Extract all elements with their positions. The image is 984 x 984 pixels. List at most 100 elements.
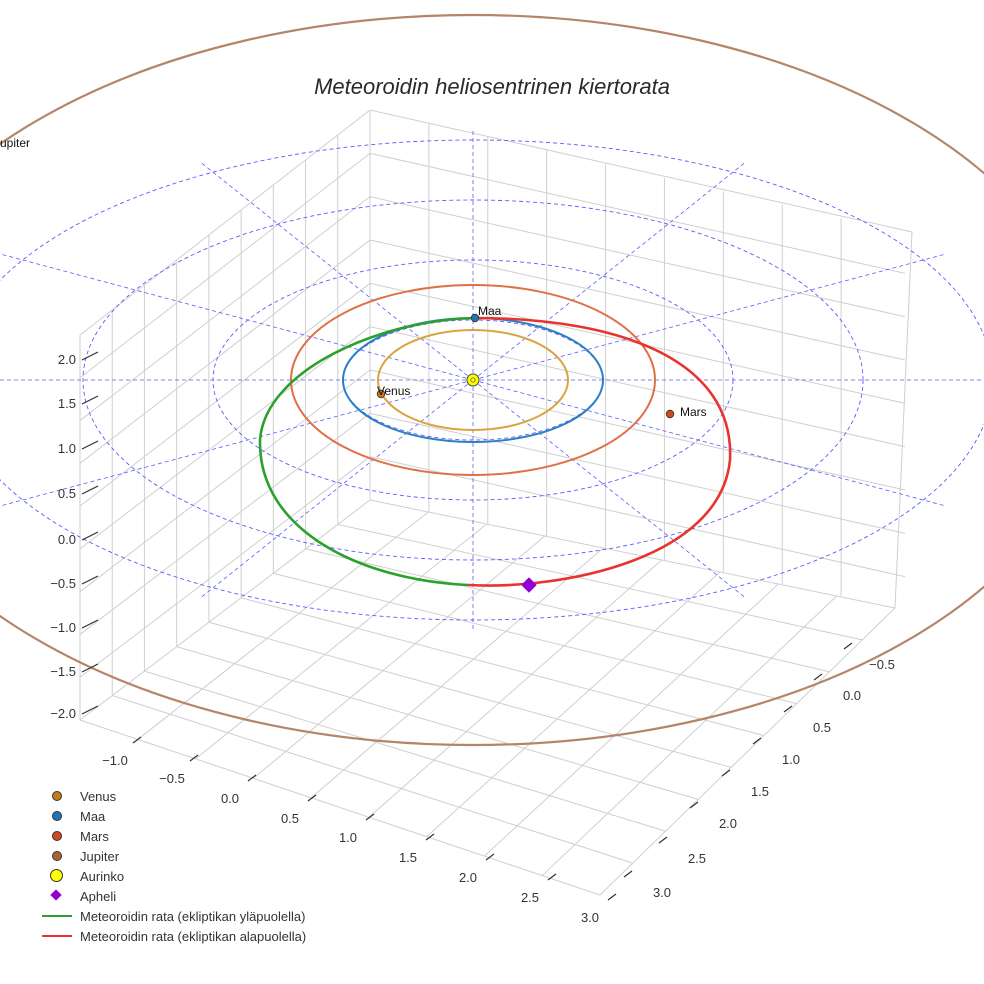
y-tick-label: 1.0 xyxy=(782,752,800,767)
legend-item-maa[interactable]: Maa xyxy=(40,806,306,826)
grid-line xyxy=(144,670,666,832)
legend-item-above[interactable]: Meteoroidin rata (ekliptikan yläpuolella… xyxy=(40,906,306,926)
legend-label: Aurinko xyxy=(80,868,125,884)
meteoroid-orbit-below xyxy=(467,316,732,587)
x-tick-mark xyxy=(365,813,375,821)
y-tick-label: 0.0 xyxy=(843,688,861,703)
grid-line xyxy=(137,511,429,740)
legend-label: Jupiter xyxy=(80,848,120,864)
y-tick-label: 2.5 xyxy=(688,851,706,866)
grid-line xyxy=(79,412,371,635)
box-edge xyxy=(369,109,913,233)
legend-swatch xyxy=(52,851,62,861)
grid-line xyxy=(426,571,721,838)
z-tick-label: 0.0 xyxy=(58,532,76,547)
orbit-jupiter xyxy=(0,14,984,746)
x-tick-label: 3.0 xyxy=(581,910,599,925)
grid-line xyxy=(369,196,906,318)
chart-title: Meteoroidin heliosentrinen kiertorata xyxy=(314,74,670,99)
z-tick-label: −1.0 xyxy=(50,620,76,635)
grid-line xyxy=(369,326,906,448)
x-tick-label: 0.5 xyxy=(281,811,299,826)
legend-item-aurinko[interactable]: Aurinko xyxy=(40,866,306,886)
legend-swatch xyxy=(42,935,72,937)
grid-line xyxy=(79,456,371,678)
grid-line xyxy=(79,152,371,379)
x-tick-mark xyxy=(132,736,142,744)
grid-spoke xyxy=(199,379,474,599)
venus-marker-icon xyxy=(40,786,74,806)
z-tick-label: 0.5 xyxy=(58,486,76,501)
grid-line xyxy=(79,326,371,550)
grid-line xyxy=(369,369,906,491)
x-tick-mark xyxy=(485,853,495,861)
mars-marker-icon xyxy=(40,826,74,846)
grid-line xyxy=(273,572,797,705)
z-tick-label: 1.0 xyxy=(58,441,76,456)
orbit-venus xyxy=(377,329,569,431)
z-tick-mark xyxy=(81,575,99,585)
z-tick-mark xyxy=(81,531,99,541)
grid-line xyxy=(79,369,371,593)
jupiter-marker-icon xyxy=(40,846,74,866)
box-edge xyxy=(599,607,896,896)
grid-spoke xyxy=(199,161,474,381)
z-tick-label: 2.0 xyxy=(58,352,76,367)
legend-label: Meteoroidin rata (ekliptikan yläpuolella… xyxy=(80,908,306,924)
x-tick-label: 2.5 xyxy=(521,890,539,905)
jupiter-label: Jupiter xyxy=(0,136,30,150)
aphelion-marker xyxy=(521,577,537,593)
grid-line xyxy=(176,646,699,800)
planet-orbits xyxy=(0,14,984,746)
legend-item-below[interactable]: Meteoroidin rata (ekliptikan alapuolella… xyxy=(40,926,306,946)
legend-label: Mars xyxy=(80,828,109,844)
grid-line xyxy=(112,695,633,864)
z-tick-mark xyxy=(81,485,99,495)
y-tick-label: 3.0 xyxy=(653,885,671,900)
z-tick-mark xyxy=(81,619,99,629)
x-tick-label: 2.0 xyxy=(459,870,477,885)
y-tick-mark xyxy=(843,642,853,650)
legend-swatch xyxy=(50,889,62,901)
ecliptic-grid xyxy=(0,128,984,632)
grid-line xyxy=(484,583,779,857)
legend-item-venus[interactable]: Venus xyxy=(40,786,306,806)
box-edge xyxy=(369,499,896,609)
y-tick-label: 2.0 xyxy=(719,816,737,831)
legend-swatch xyxy=(52,831,62,841)
grid-line xyxy=(368,559,662,818)
sun-marker-icon xyxy=(40,866,74,886)
grid-spoke xyxy=(472,253,946,381)
venus-marker xyxy=(376,389,386,399)
grid-line xyxy=(79,239,371,464)
legend-label: Venus xyxy=(80,788,117,804)
orbit-mars xyxy=(290,284,656,476)
grid-spoke xyxy=(472,379,747,599)
x-tick-mark xyxy=(547,873,557,881)
legend-item-mars[interactable]: Mars xyxy=(40,826,306,846)
x-tick-label: −0.5 xyxy=(159,771,185,786)
z-tick-label: −2.0 xyxy=(50,706,76,721)
legend-swatch xyxy=(52,791,62,801)
box-edge xyxy=(79,719,601,896)
x-tick-label: 0.0 xyxy=(221,791,239,806)
grid-line xyxy=(369,152,906,274)
y-tick-mark xyxy=(658,836,668,844)
grid-line xyxy=(369,456,906,578)
legend-item-apheli[interactable]: Apheli xyxy=(40,886,306,906)
x-tick-mark xyxy=(425,833,435,841)
box-edge xyxy=(79,109,371,336)
grid-line xyxy=(208,621,732,768)
x-tick-label: 1.5 xyxy=(399,850,417,865)
grid-line xyxy=(240,597,765,737)
legend-item-jupiter[interactable]: Jupiter xyxy=(40,846,306,866)
y-tick-mark xyxy=(721,769,731,777)
maa-marker xyxy=(470,313,480,323)
line-icon xyxy=(40,906,74,926)
z-tick-mark xyxy=(81,705,99,715)
legend-label: Apheli xyxy=(80,888,117,904)
diamond-icon xyxy=(40,886,74,906)
mars-marker xyxy=(665,409,675,419)
meteoroid-orbit-above xyxy=(258,316,476,587)
